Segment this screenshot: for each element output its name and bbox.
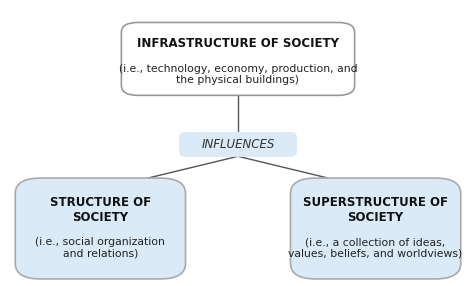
FancyBboxPatch shape bbox=[290, 178, 461, 279]
FancyBboxPatch shape bbox=[121, 23, 355, 95]
Text: STRUCTURE OF
SOCIETY: STRUCTURE OF SOCIETY bbox=[50, 196, 151, 224]
FancyBboxPatch shape bbox=[180, 132, 296, 156]
FancyBboxPatch shape bbox=[15, 178, 186, 279]
Text: (i.e., technology, economy, production, and
the physical buildings): (i.e., technology, economy, production, … bbox=[119, 63, 357, 85]
Text: (i.e., social organization
and relations): (i.e., social organization and relations… bbox=[35, 237, 165, 259]
Text: INFLUENCES: INFLUENCES bbox=[201, 138, 275, 151]
Text: SUPERSTRUCTURE OF
SOCIETY: SUPERSTRUCTURE OF SOCIETY bbox=[303, 196, 448, 224]
Text: INFRASTRUCTURE OF SOCIETY: INFRASTRUCTURE OF SOCIETY bbox=[137, 37, 339, 50]
Text: (i.e., a collection of ideas,
values, beliefs, and worldviews): (i.e., a collection of ideas, values, be… bbox=[288, 237, 463, 259]
